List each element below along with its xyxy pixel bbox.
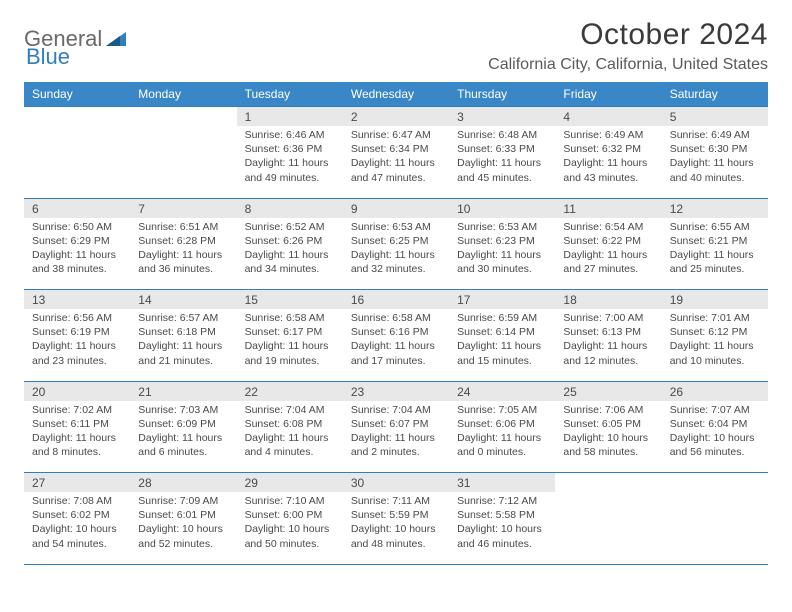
day-content-cell: Sunrise: 7:03 AMSunset: 6:09 PMDaylight:… bbox=[130, 401, 236, 473]
day-content-row: Sunrise: 6:50 AMSunset: 6:29 PMDaylight:… bbox=[24, 218, 768, 290]
day-number-row: 20212223242526 bbox=[24, 381, 768, 401]
day-content-cell: Sunrise: 7:12 AMSunset: 5:58 PMDaylight:… bbox=[449, 492, 555, 564]
day-number-cell: 18 bbox=[555, 290, 661, 310]
day-number-cell: 22 bbox=[237, 381, 343, 401]
day-number-cell bbox=[24, 107, 130, 127]
day-number-cell: 3 bbox=[449, 107, 555, 127]
month-title: October 2024 bbox=[488, 18, 768, 52]
day-content-row: Sunrise: 7:02 AMSunset: 6:11 PMDaylight:… bbox=[24, 401, 768, 473]
day-number-cell: 14 bbox=[130, 290, 236, 310]
day-number-cell: 21 bbox=[130, 381, 236, 401]
day-number-row: 12345 bbox=[24, 107, 768, 127]
day-header: Friday bbox=[555, 82, 661, 107]
day-number-cell: 6 bbox=[24, 198, 130, 218]
day-header: Tuesday bbox=[237, 82, 343, 107]
day-content-cell: Sunrise: 7:10 AMSunset: 6:00 PMDaylight:… bbox=[237, 492, 343, 564]
day-number-cell: 27 bbox=[24, 473, 130, 493]
day-number-cell: 5 bbox=[662, 107, 768, 127]
day-content-cell: Sunrise: 6:50 AMSunset: 6:29 PMDaylight:… bbox=[24, 218, 130, 290]
day-number-cell bbox=[555, 473, 661, 493]
day-content-cell bbox=[662, 492, 768, 564]
day-content-cell: Sunrise: 6:57 AMSunset: 6:18 PMDaylight:… bbox=[130, 309, 236, 381]
day-content-cell: Sunrise: 6:48 AMSunset: 6:33 PMDaylight:… bbox=[449, 126, 555, 198]
day-number-cell: 25 bbox=[555, 381, 661, 401]
day-content-cell: Sunrise: 6:53 AMSunset: 6:25 PMDaylight:… bbox=[343, 218, 449, 290]
day-content-cell: Sunrise: 6:52 AMSunset: 6:26 PMDaylight:… bbox=[237, 218, 343, 290]
day-number-cell: 23 bbox=[343, 381, 449, 401]
header: General October 2024 California City, Ca… bbox=[24, 18, 768, 74]
title-block: October 2024 California City, California… bbox=[488, 18, 768, 74]
day-content-row: Sunrise: 7:08 AMSunset: 6:02 PMDaylight:… bbox=[24, 492, 768, 564]
day-header: Monday bbox=[130, 82, 236, 107]
day-number-cell: 19 bbox=[662, 290, 768, 310]
calendar-table: SundayMondayTuesdayWednesdayThursdayFrid… bbox=[24, 82, 768, 565]
day-content-cell: Sunrise: 7:04 AMSunset: 6:07 PMDaylight:… bbox=[343, 401, 449, 473]
day-content-cell: Sunrise: 7:07 AMSunset: 6:04 PMDaylight:… bbox=[662, 401, 768, 473]
logo-triangle-icon bbox=[106, 30, 126, 51]
day-content-cell: Sunrise: 7:01 AMSunset: 6:12 PMDaylight:… bbox=[662, 309, 768, 381]
day-number-cell: 9 bbox=[343, 198, 449, 218]
day-number-cell: 16 bbox=[343, 290, 449, 310]
day-number-cell: 13 bbox=[24, 290, 130, 310]
day-content-cell: Sunrise: 6:53 AMSunset: 6:23 PMDaylight:… bbox=[449, 218, 555, 290]
day-number-cell: 26 bbox=[662, 381, 768, 401]
day-content-cell: Sunrise: 7:11 AMSunset: 5:59 PMDaylight:… bbox=[343, 492, 449, 564]
day-content-cell: Sunrise: 6:55 AMSunset: 6:21 PMDaylight:… bbox=[662, 218, 768, 290]
day-content-row: Sunrise: 6:46 AMSunset: 6:36 PMDaylight:… bbox=[24, 126, 768, 198]
day-header-row: SundayMondayTuesdayWednesdayThursdayFrid… bbox=[24, 82, 768, 107]
day-content-cell: Sunrise: 6:54 AMSunset: 6:22 PMDaylight:… bbox=[555, 218, 661, 290]
day-number-cell: 8 bbox=[237, 198, 343, 218]
day-number-cell: 31 bbox=[449, 473, 555, 493]
day-number-cell bbox=[662, 473, 768, 493]
day-number-cell: 17 bbox=[449, 290, 555, 310]
day-content-cell: Sunrise: 6:59 AMSunset: 6:14 PMDaylight:… bbox=[449, 309, 555, 381]
day-content-cell: Sunrise: 6:58 AMSunset: 6:17 PMDaylight:… bbox=[237, 309, 343, 381]
day-content-cell: Sunrise: 7:04 AMSunset: 6:08 PMDaylight:… bbox=[237, 401, 343, 473]
day-content-cell: Sunrise: 6:49 AMSunset: 6:32 PMDaylight:… bbox=[555, 126, 661, 198]
day-number-cell: 15 bbox=[237, 290, 343, 310]
day-number-cell: 11 bbox=[555, 198, 661, 218]
day-content-row: Sunrise: 6:56 AMSunset: 6:19 PMDaylight:… bbox=[24, 309, 768, 381]
day-number-cell: 20 bbox=[24, 381, 130, 401]
day-content-cell: Sunrise: 7:02 AMSunset: 6:11 PMDaylight:… bbox=[24, 401, 130, 473]
day-number-cell: 29 bbox=[237, 473, 343, 493]
day-number-cell: 1 bbox=[237, 107, 343, 127]
day-number-cell: 10 bbox=[449, 198, 555, 218]
day-content-cell bbox=[130, 126, 236, 198]
location-text: California City, California, United Stat… bbox=[488, 56, 768, 74]
day-number-cell bbox=[130, 107, 236, 127]
day-content-cell: Sunrise: 7:09 AMSunset: 6:01 PMDaylight:… bbox=[130, 492, 236, 564]
day-content-cell: Sunrise: 6:58 AMSunset: 6:16 PMDaylight:… bbox=[343, 309, 449, 381]
day-content-cell: Sunrise: 6:51 AMSunset: 6:28 PMDaylight:… bbox=[130, 218, 236, 290]
day-content-cell: Sunrise: 6:49 AMSunset: 6:30 PMDaylight:… bbox=[662, 126, 768, 198]
day-number-cell: 30 bbox=[343, 473, 449, 493]
day-content-cell: Sunrise: 6:47 AMSunset: 6:34 PMDaylight:… bbox=[343, 126, 449, 198]
day-number-cell: 24 bbox=[449, 381, 555, 401]
day-content-cell: Sunrise: 7:05 AMSunset: 6:06 PMDaylight:… bbox=[449, 401, 555, 473]
day-number-cell: 2 bbox=[343, 107, 449, 127]
day-number-row: 2728293031 bbox=[24, 473, 768, 493]
day-content-cell: Sunrise: 6:46 AMSunset: 6:36 PMDaylight:… bbox=[237, 126, 343, 198]
day-number-cell: 7 bbox=[130, 198, 236, 218]
logo-word2: Blue bbox=[26, 44, 70, 69]
day-content-cell: Sunrise: 7:06 AMSunset: 6:05 PMDaylight:… bbox=[555, 401, 661, 473]
day-header: Sunday bbox=[24, 82, 130, 107]
day-content-cell: Sunrise: 7:08 AMSunset: 6:02 PMDaylight:… bbox=[24, 492, 130, 564]
day-header: Saturday bbox=[662, 82, 768, 107]
day-header: Wednesday bbox=[343, 82, 449, 107]
day-content-cell bbox=[555, 492, 661, 564]
day-number-cell: 4 bbox=[555, 107, 661, 127]
day-content-cell bbox=[24, 126, 130, 198]
day-number-row: 6789101112 bbox=[24, 198, 768, 218]
day-content-cell: Sunrise: 7:00 AMSunset: 6:13 PMDaylight:… bbox=[555, 309, 661, 381]
logo-line2: Blue bbox=[24, 44, 70, 70]
day-content-cell: Sunrise: 6:56 AMSunset: 6:19 PMDaylight:… bbox=[24, 309, 130, 381]
day-number-row: 13141516171819 bbox=[24, 290, 768, 310]
day-number-cell: 28 bbox=[130, 473, 236, 493]
day-header: Thursday bbox=[449, 82, 555, 107]
day-number-cell: 12 bbox=[662, 198, 768, 218]
